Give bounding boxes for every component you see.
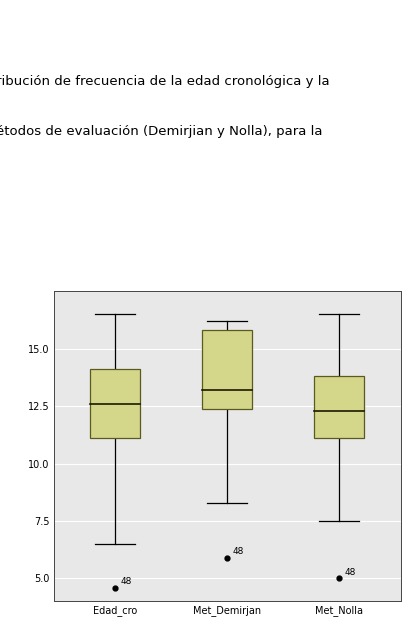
Text: 48: 48: [345, 567, 356, 577]
Text: ribución de frecuencia de la edad cronológica y la: ribución de frecuencia de la edad cronol…: [0, 75, 330, 88]
Text: 48: 48: [233, 547, 244, 556]
Text: étodos de evaluación (Demirjian y Nolla), para la: étodos de evaluación (Demirjian y Nolla)…: [0, 125, 323, 138]
Text: 48: 48: [121, 577, 132, 586]
Bar: [202, 330, 252, 409]
Bar: [90, 370, 140, 438]
Bar: [314, 376, 364, 438]
